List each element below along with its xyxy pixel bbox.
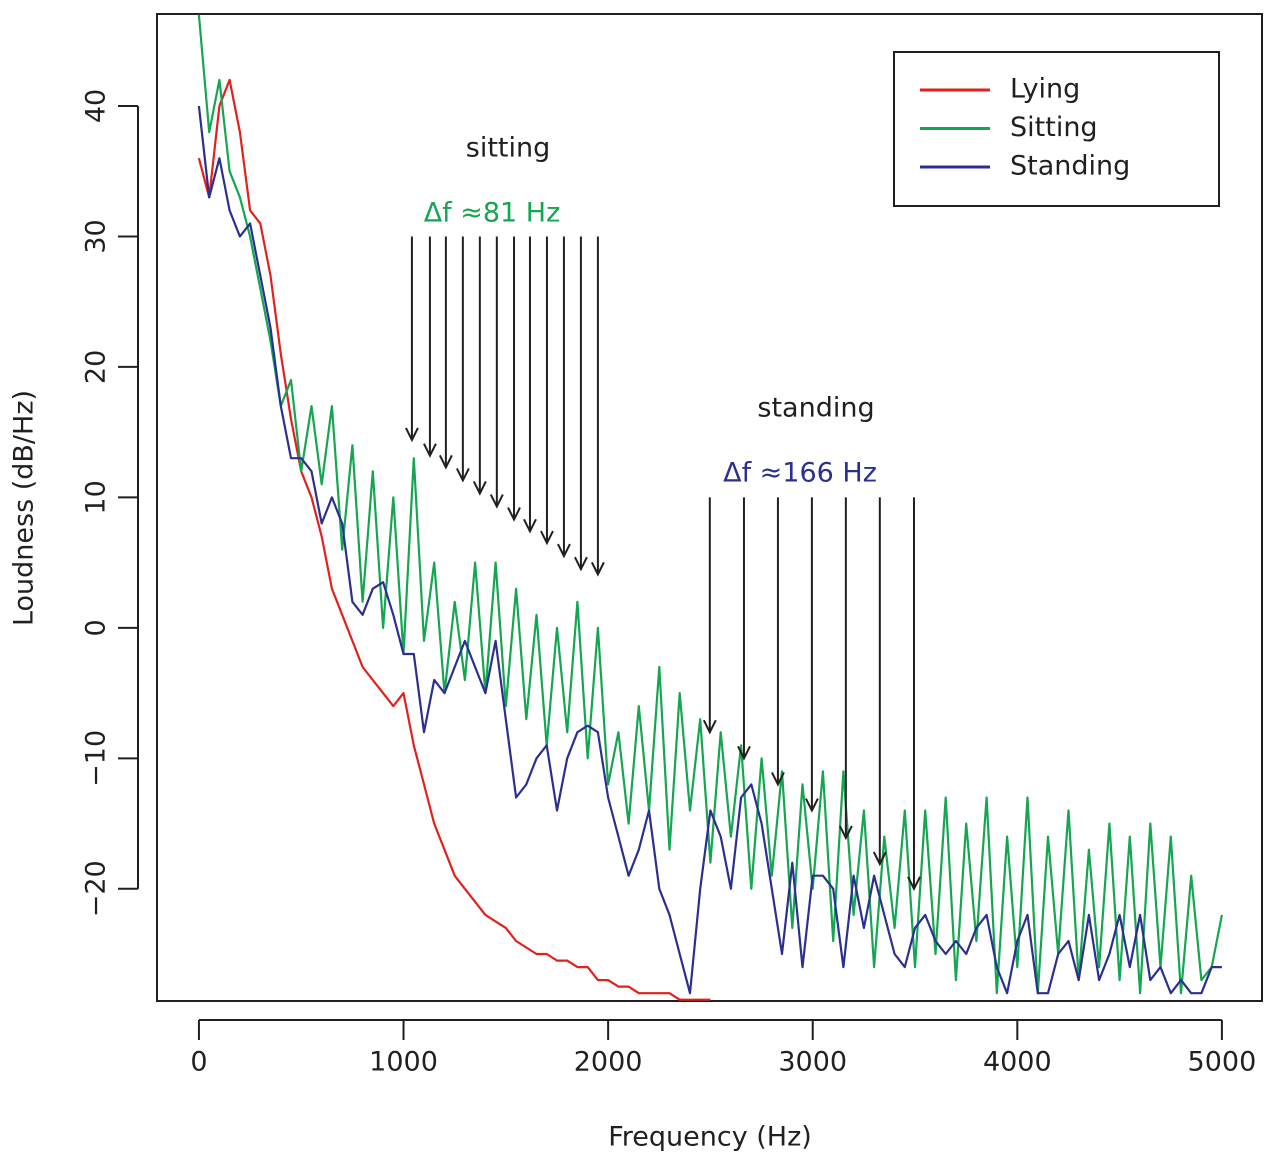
y-tick-label: 40 xyxy=(81,89,112,123)
x-tick-label: 1000 xyxy=(369,1047,438,1078)
arrow-head xyxy=(702,719,717,735)
arrow-head xyxy=(472,481,487,496)
annotation: standing xyxy=(757,393,874,424)
arrow-head xyxy=(591,561,605,577)
y-tick-label: 10 xyxy=(81,480,112,514)
arrow-head xyxy=(907,876,921,892)
arrow-head xyxy=(838,825,853,841)
arrow-head xyxy=(455,467,470,483)
series-line xyxy=(197,14,1223,995)
x-axis-label: Frequency (Hz) xyxy=(608,1122,812,1153)
arrow-head xyxy=(523,518,537,534)
arrow-head xyxy=(438,454,453,470)
arrow-head xyxy=(771,771,785,787)
x-tick-label: 4000 xyxy=(983,1047,1052,1078)
y-tick-label: 20 xyxy=(81,350,112,384)
arrow-head xyxy=(423,443,437,458)
y-tick-label: 0 xyxy=(81,619,112,636)
legend-label: Lying xyxy=(1010,74,1080,105)
x-tick-label: 0 xyxy=(190,1047,207,1078)
y-tick-label: 30 xyxy=(81,219,112,253)
arrow-head xyxy=(405,427,419,443)
plot-frame xyxy=(156,13,1263,1002)
annotation: Δf ≈166 Hz xyxy=(723,458,877,489)
arrow-head xyxy=(574,556,588,572)
legend-label: Sitting xyxy=(1010,112,1098,143)
arrow-head xyxy=(557,543,571,559)
legend-label: Standing xyxy=(1010,151,1130,182)
arrow-head xyxy=(872,851,887,867)
series-line xyxy=(197,78,711,1001)
y-tick-label: −10 xyxy=(81,730,112,787)
arrow-head xyxy=(540,530,554,546)
arrow-head xyxy=(489,494,504,509)
annotation: Δf ≈81 Hz xyxy=(424,198,561,229)
x-tick-label: 3000 xyxy=(778,1047,847,1078)
arrow-head xyxy=(507,507,521,522)
arrow-head xyxy=(805,798,819,813)
arrow-head xyxy=(737,745,751,761)
annotation: sitting xyxy=(466,133,551,164)
series-line xyxy=(197,105,1222,995)
x-tick-label: 2000 xyxy=(574,1047,643,1078)
lines xyxy=(197,14,1223,1001)
x-tick-label: 5000 xyxy=(1188,1047,1257,1078)
y-tick-label: −20 xyxy=(81,860,112,917)
y-axis-label: Loudness (dB/Hz) xyxy=(9,390,40,626)
